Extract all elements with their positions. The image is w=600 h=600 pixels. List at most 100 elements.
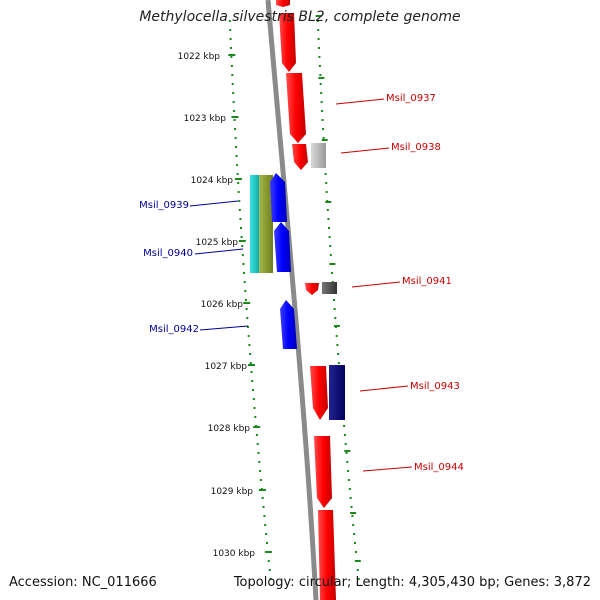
guide-dot <box>230 56 233 58</box>
gene-label[interactable]: Msil_0944 <box>414 462 464 473</box>
guide-dot <box>246 317 249 319</box>
guide-dot <box>229 29 232 31</box>
guide-dot <box>356 569 359 571</box>
guide-dot <box>319 83 322 85</box>
guide-dot <box>258 461 261 463</box>
gene-label[interactable]: Msil_0942 <box>149 324 199 335</box>
guide-dot <box>237 191 240 193</box>
gene-box-cyan[interactable] <box>250 175 261 273</box>
guide-dot <box>328 236 331 238</box>
guide-dot <box>230 65 233 67</box>
gene-label[interactable]: Msil_0941 <box>402 276 452 287</box>
scale-tick-mark <box>315 15 322 17</box>
length-value: 4,305,430 bp <box>408 575 496 590</box>
guide-dot <box>329 245 332 247</box>
guide-dot <box>324 173 327 175</box>
guide-dot <box>346 461 349 463</box>
guide-dot <box>331 272 333 274</box>
gene-arrow-msil-0938[interactable] <box>292 144 308 170</box>
gene-arrow-msil-0937[interactable] <box>286 73 306 143</box>
scale-tick-label: 1025 kbp <box>196 238 239 248</box>
guide-dot <box>333 299 335 301</box>
gene-arrow-msil-0941[interactable] <box>305 283 319 295</box>
guide-dot <box>229 38 232 40</box>
scale-ticks: 1022 kbp 1023 kbp 1024 kbp 1025 kbp 1026… <box>178 52 256 559</box>
scale-tick-label: 1022 kbp <box>178 52 221 62</box>
scale-tick-label: 1029 kbp <box>211 487 254 497</box>
scale-tick-mark <box>318 77 325 79</box>
gene-arrow-msil-0944[interactable] <box>314 436 332 508</box>
guide-dot <box>241 245 244 247</box>
guide-dot <box>320 101 323 103</box>
guide-dot <box>352 524 355 526</box>
gene-arrow-msil-0943[interactable] <box>310 366 328 420</box>
guide-dot <box>268 569 271 571</box>
guide-dot <box>259 479 262 481</box>
scale-tick-mark <box>354 560 361 562</box>
guide-dot <box>257 452 260 454</box>
gene-label[interactable]: Msil_0940 <box>143 248 193 259</box>
guide-dot <box>337 353 340 355</box>
guide-dot <box>240 227 242 229</box>
guide-dot <box>262 506 265 508</box>
guide-dot <box>253 407 256 409</box>
gene-label[interactable]: Msil_0937 <box>386 93 436 104</box>
scale-tick-mark <box>238 240 246 242</box>
gene-box-navy[interactable] <box>329 365 345 420</box>
accession-info: Accession: NC_011666 <box>9 575 157 590</box>
gene-arrow-forward[interactable] <box>279 13 296 72</box>
guide-dot <box>329 254 332 256</box>
forward-strand-genes <box>276 0 345 600</box>
gene-arrow-forward[interactable] <box>276 0 290 7</box>
guide-dot <box>349 497 352 499</box>
gene-label[interactable]: Msil_0939 <box>139 200 189 211</box>
guide-dot <box>320 92 323 94</box>
guide-dot <box>233 110 236 112</box>
scale-tick-label: 1027 kbp <box>205 362 248 372</box>
guide-dot <box>348 488 351 490</box>
guide-dot <box>321 110 324 112</box>
scale-tick-mark <box>329 263 336 265</box>
guide-dot <box>247 335 250 337</box>
gene-arrow-msil-0939[interactable] <box>270 173 287 222</box>
guide-dot <box>235 155 238 157</box>
guide-dot <box>335 335 338 337</box>
gene-arrow-forward[interactable] <box>318 510 336 600</box>
guide-dot <box>316 20 319 22</box>
scale-tick-mark <box>234 178 242 180</box>
guide-dot <box>228 20 231 22</box>
scale-dotted-guides <box>228 15 361 580</box>
guide-dot <box>249 362 252 364</box>
gene-box-gray[interactable] <box>311 143 326 168</box>
gene-arrow-msil-0942[interactable] <box>280 300 297 349</box>
guide-dot <box>317 29 320 31</box>
gene-arrow-msil-0940[interactable] <box>274 222 291 272</box>
guide-dot <box>265 533 268 535</box>
accession-value: NC_011666 <box>81 575 157 590</box>
guide-dot <box>243 281 246 283</box>
guide-dot <box>325 191 328 193</box>
guide-dot <box>241 254 244 256</box>
guide-dot <box>256 443 259 445</box>
gene-label[interactable]: Msil_0938 <box>391 142 441 153</box>
guide-dot <box>325 182 328 184</box>
guide-dot <box>264 524 267 526</box>
guide-dot <box>240 236 243 238</box>
guide-dot <box>347 470 350 472</box>
guide-dot <box>231 74 234 76</box>
guide-dot <box>344 443 347 445</box>
scale-tick-mark <box>228 54 236 56</box>
guide-dot <box>266 542 268 544</box>
scale-tick-mark <box>321 139 328 141</box>
guide-dot <box>337 362 340 364</box>
gene-box-olive[interactable] <box>259 175 273 273</box>
gene-label[interactable]: Msil_0943 <box>410 381 460 392</box>
guide-dot <box>236 173 239 175</box>
guide-dot <box>251 380 254 382</box>
guide-dot <box>333 308 336 310</box>
guide-dot <box>347 479 350 481</box>
guide-dot <box>252 389 254 391</box>
guide-dot <box>232 101 235 103</box>
gene-box-dark[interactable] <box>322 282 337 294</box>
